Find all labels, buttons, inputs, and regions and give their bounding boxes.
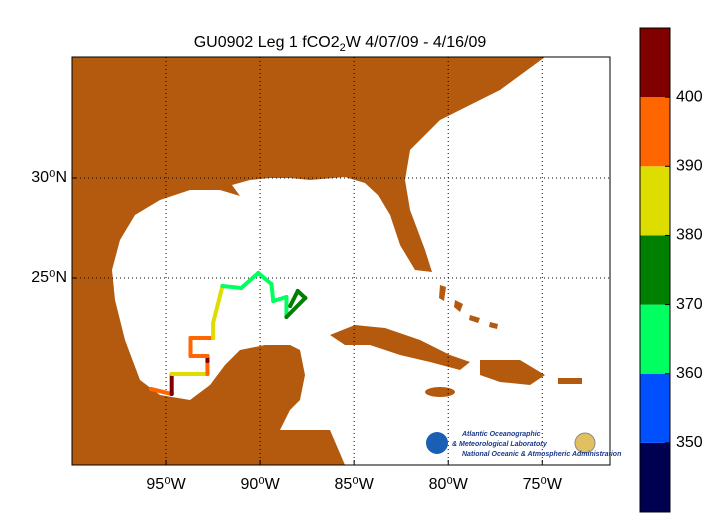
track-segment (220, 284, 244, 290)
colorbar-band (640, 304, 670, 374)
colorbar-band (640, 373, 670, 443)
track-point (205, 372, 210, 376)
track-point (169, 392, 174, 396)
track (149, 271, 308, 396)
logo-line1: Atlantic Oceanographic (461, 431, 541, 438)
jamaica (425, 387, 455, 397)
track-point (169, 372, 174, 376)
cuba (330, 325, 470, 370)
track-segment (256, 271, 274, 286)
track-segment (284, 296, 308, 319)
colorbar-tick-label: 350 (676, 434, 703, 451)
track-point (284, 295, 289, 299)
colorbar: 350 360 370 380 390 400 (640, 28, 703, 512)
title-sub: 2 (340, 42, 346, 54)
track-point (205, 359, 210, 363)
colorbar-tick-label: 360 (676, 365, 703, 382)
map-area (72, 57, 610, 465)
colorbar-frame (639, 27, 671, 513)
track-segment (288, 289, 300, 308)
track-point (284, 315, 289, 319)
colorbar-band (640, 442, 670, 512)
aoml-seal (574, 432, 596, 454)
x-tick-label: 85⁰W (335, 476, 375, 493)
title: GU0902 Leg 1 fCO22W 4/07/09 - 4/16/09 (194, 34, 487, 54)
colorbar-tick-label: 400 (676, 88, 703, 105)
track-point (211, 336, 216, 340)
title-main: GU0902 Leg 1 fCO2 (194, 34, 340, 51)
colorbar-band (640, 235, 670, 305)
colorbar-tick-label: 370 (676, 296, 703, 313)
x-tick-label: 95⁰W (146, 476, 186, 493)
track-point (271, 299, 276, 303)
colorbar-band (640, 97, 670, 167)
puerto-rico (558, 378, 582, 384)
track-point (211, 321, 216, 325)
bahamas (439, 285, 498, 329)
track-point (295, 289, 300, 293)
track-point (239, 286, 244, 290)
track-segment (271, 295, 289, 303)
logo: Atlantic Oceanographic & Meteorological … (426, 431, 621, 458)
track-point (269, 282, 274, 286)
x-tick-label: 90⁰W (240, 476, 280, 493)
colorbar-band (640, 166, 670, 236)
y-tick-label: 25⁰N (31, 269, 67, 286)
track-segment (269, 282, 276, 303)
y-tick-label: 30⁰N (31, 169, 67, 186)
hispaniola (480, 360, 545, 385)
track-point (188, 372, 193, 376)
track-point (188, 354, 193, 358)
colorbar-tick-label: 390 (676, 158, 703, 175)
title-rest: W 4/07/09 - 4/16/09 (346, 34, 487, 51)
logo-line2: & Meteorological Laboratory (452, 441, 548, 448)
grid (72, 57, 610, 465)
track-point (188, 336, 193, 340)
track-point (303, 296, 308, 300)
colorbar-tick-label: 380 (676, 227, 703, 244)
track-point (220, 284, 225, 288)
track-point (288, 304, 293, 308)
track-point (256, 271, 261, 275)
x-tick-label: 80⁰W (429, 476, 469, 493)
track-segment (149, 387, 174, 396)
colorbar-band (640, 28, 670, 98)
logo-line3: National Oceanic & Atmospheric Administr… (462, 451, 621, 458)
track-point (149, 387, 154, 391)
map-frame (71, 56, 611, 466)
track-point (205, 354, 210, 358)
track-segment (239, 271, 261, 290)
track-segment (211, 284, 225, 325)
noaa-logo (426, 432, 448, 454)
x-tick-label: 75⁰W (523, 476, 563, 493)
